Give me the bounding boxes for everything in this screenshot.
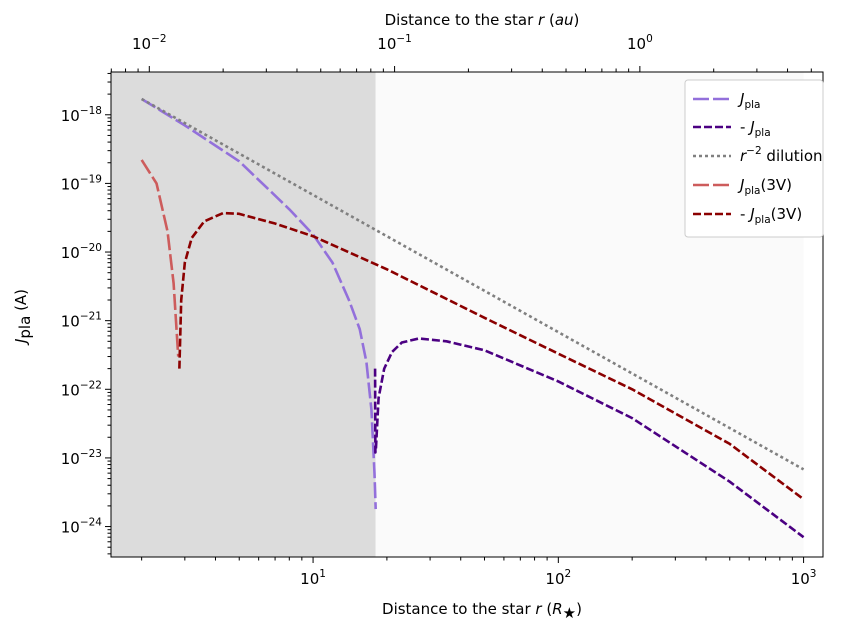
x-axis-title: Distance to the star r (R★) — [382, 600, 582, 622]
shaded-region-1 — [111, 72, 376, 557]
legend-label: Jpla(3V) — [737, 176, 792, 197]
legend-label: Jpla — [737, 90, 760, 111]
plot-frame — [110, 71, 824, 558]
series-line-2 — [373, 337, 805, 539]
y-tick-label: 10−21 — [61, 311, 102, 331]
x-tick-label: 102 — [545, 568, 571, 588]
legend-box — [684, 79, 824, 238]
y-tick-label: 10−20 — [61, 242, 102, 262]
legend-label: r−2 dilution — [740, 145, 823, 165]
y-tick-label: 10−24 — [61, 517, 103, 537]
x-tick-label: 103 — [791, 568, 817, 588]
legend: Jpla - Jpla r−2 dilution Jpla(3V) - Jpla(3V) — [684, 79, 824, 238]
series-line-1 — [140, 97, 377, 510]
top-axis-title: Distance to the star r (au) — [385, 11, 580, 29]
y-tick-label: 10−18 — [61, 105, 102, 125]
legend-label: - Jpla — [740, 118, 771, 139]
y-tick-label: 10−19 — [61, 173, 102, 193]
y-tick-label: 10−22 — [61, 379, 102, 399]
series-line-4 — [140, 159, 180, 357]
y-tick-label: 10−23 — [61, 448, 102, 468]
legend-label: - Jpla(3V) — [740, 205, 802, 226]
y-axis-title: Jpla (A) — [12, 289, 34, 346]
series-line-5 — [178, 211, 805, 501]
x-tick-label: 101 — [300, 568, 326, 588]
top-tick-label: 10−1 — [377, 33, 412, 53]
top-tick-label: 100 — [627, 33, 653, 53]
top-tick-label: 10−2 — [132, 33, 167, 53]
series-line-3 — [141, 97, 805, 471]
